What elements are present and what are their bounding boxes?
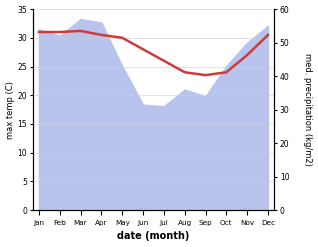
Y-axis label: med. precipitation (kg/m2): med. precipitation (kg/m2) — [303, 53, 313, 166]
Y-axis label: max temp (C): max temp (C) — [5, 81, 15, 139]
X-axis label: date (month): date (month) — [117, 231, 190, 242]
